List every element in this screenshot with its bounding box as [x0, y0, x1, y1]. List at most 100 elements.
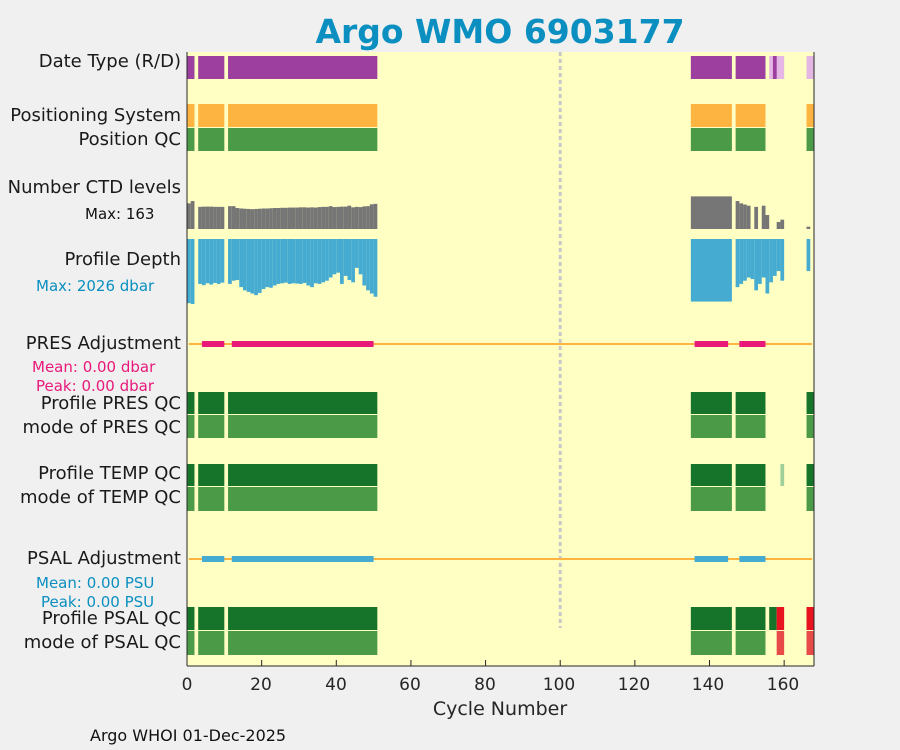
- profile-depth-bar: [276, 239, 281, 284]
- profile-depth-bar: [209, 239, 214, 285]
- profile-depth-bar: [242, 239, 247, 291]
- pres-peak-note: Peak: 0.00 dbar: [36, 377, 155, 395]
- profile-depth-bar: [739, 239, 744, 284]
- profile-depth-bar: [366, 239, 370, 291]
- ctd-levels-bar: [291, 207, 296, 229]
- ctd-levels-bar: [280, 207, 285, 229]
- label-mode-pres-qc: mode of PRES QC: [22, 417, 181, 438]
- ctd-levels-bar: [690, 196, 732, 229]
- temp-mode-bar: [228, 487, 378, 511]
- temp-qc-bar: [735, 464, 766, 486]
- profile-depth-bar: [239, 239, 243, 288]
- x-tick-label: 160: [766, 675, 800, 695]
- profile-depth-bar: [313, 239, 318, 284]
- profile-depth-bar: [746, 239, 751, 278]
- profile-depth-bar: [761, 239, 766, 278]
- label-profile-temp-qc: Profile TEMP QC: [38, 463, 181, 484]
- profile-depth-bar: [780, 239, 785, 281]
- ctd-levels-bar: [220, 206, 225, 229]
- ctd-levels-bar: [209, 206, 214, 229]
- ctd-levels-bar: [325, 206, 329, 229]
- ctd-levels-bar: [257, 208, 262, 229]
- positioning-bar: [228, 104, 378, 127]
- ctd-levels-bar: [776, 222, 781, 229]
- label-position-qc: Position QC: [78, 129, 181, 150]
- label-profile-depth: Profile Depth: [64, 249, 181, 270]
- position-qc-bar: [735, 128, 766, 151]
- positioning-bar: [187, 104, 195, 127]
- profile-depth-bar: [735, 239, 740, 288]
- temp-qc-bar: [806, 464, 814, 486]
- profile-depth-bar: [347, 239, 352, 281]
- profile-depth-bar: [306, 239, 311, 286]
- psal-adjustment-bar: [231, 556, 374, 562]
- profile-depth-bar: [325, 239, 329, 281]
- ctd-levels-bar: [317, 207, 322, 229]
- label-psal-adjustment: PSAL Adjustment: [26, 548, 181, 569]
- profile-depth-bar: [291, 239, 296, 284]
- temp-qc-bar: [187, 464, 195, 486]
- profile-depth-bar: [261, 239, 266, 290]
- psal-mode-bar: [690, 631, 732, 655]
- temp-qc-bar: [780, 464, 785, 486]
- psal-mode-bar: [198, 631, 225, 655]
- profile-depth-bar: [754, 239, 759, 291]
- position-qc-bar: [187, 128, 195, 151]
- depth-max-note: Max: 2026 dbar: [36, 277, 155, 295]
- pres-adjustment-bar: [694, 341, 729, 347]
- ctd-levels-bar: [310, 207, 314, 229]
- x-tick-label: 60: [399, 675, 421, 695]
- profile-depth-bar: [351, 239, 355, 283]
- profile-depth-bar: [198, 239, 202, 284]
- profile-depth-bar: [254, 239, 258, 296]
- ctd-levels-bar: [302, 207, 307, 229]
- pres-qc-bar: [187, 392, 195, 414]
- profile-depth-bar: [187, 239, 191, 304]
- x-tick-label: 40: [325, 675, 347, 695]
- positioning-bar: [806, 104, 814, 127]
- position-qc-bar: [198, 128, 225, 151]
- ctd-levels-bar: [216, 206, 221, 229]
- label-mode-temp-qc: mode of TEMP QC: [19, 487, 181, 508]
- psal-qc-bar: [187, 607, 195, 630]
- position-qc-bar: [690, 128, 732, 151]
- pres-mode-bar: [690, 415, 732, 438]
- profile-depth-bar: [369, 239, 374, 294]
- ctd-levels-bar: [347, 205, 352, 229]
- label-date-type: Date Type (R/D): [38, 51, 181, 72]
- ctd-levels-bar: [780, 219, 785, 229]
- profile-depth-bar: [246, 239, 251, 292]
- ctd-levels-bar: [343, 206, 348, 229]
- profile-depth-bar: [354, 239, 359, 268]
- profile-depth-bar: [750, 239, 755, 280]
- ctd-levels-bar: [806, 226, 811, 229]
- date-type-bar: [806, 56, 814, 79]
- temp-mode-bar: [187, 487, 195, 511]
- ctd-levels-bar: [242, 208, 247, 229]
- ctd-levels-bar: [187, 203, 191, 229]
- positioning-bar: [690, 104, 732, 127]
- temp-qc-bar: [228, 464, 378, 486]
- temp-mode-bar: [806, 487, 814, 511]
- pres-qc-bar: [690, 392, 732, 414]
- ctd-levels-bar: [739, 203, 744, 229]
- label-ctd-levels: Number CTD levels: [7, 177, 181, 198]
- ctd-levels-bar: [336, 206, 341, 229]
- profile-depth-bar: [216, 239, 221, 284]
- temp-mode-bar: [735, 487, 766, 511]
- profile-depth-bar: [213, 239, 217, 283]
- profile-depth-bar: [343, 239, 348, 276]
- ctd-levels-bar: [254, 208, 258, 229]
- profile-depth-bar: [328, 239, 333, 278]
- profile-depth-bar: [336, 239, 341, 273]
- ctd-levels-bar: [362, 206, 367, 229]
- ctd-levels-bar: [239, 208, 243, 229]
- profile-depth-bar: [321, 239, 326, 283]
- pres-mode-bar: [735, 415, 766, 438]
- ctd-levels-bar: [284, 207, 288, 229]
- label-positioning-system: Positioning System: [10, 105, 181, 126]
- ctd-levels-bar: [205, 206, 210, 229]
- profile-depth-bar: [201, 239, 206, 286]
- ctd-levels-bar: [754, 206, 759, 229]
